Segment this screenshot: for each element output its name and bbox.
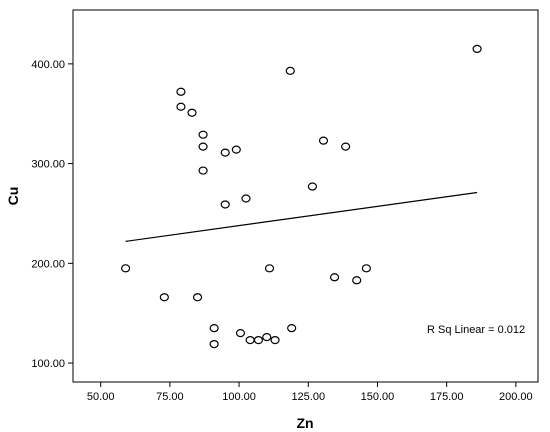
x-tick-label: 75.00 xyxy=(156,391,184,403)
data-point xyxy=(329,273,340,282)
y-tick-label: 100.00 xyxy=(31,358,65,370)
x-tick-label: 150.00 xyxy=(361,391,395,403)
data-point xyxy=(245,336,255,345)
data-point xyxy=(209,340,219,349)
data-point xyxy=(472,44,482,53)
data-point xyxy=(287,324,297,333)
data-point xyxy=(220,148,230,157)
y-axis: 100.00 200.00 300.00 400.00 xyxy=(31,59,73,370)
data-point xyxy=(198,142,208,151)
data-point xyxy=(285,66,295,75)
data-point xyxy=(241,194,251,203)
data-point xyxy=(176,87,186,96)
y-tick-label: 200.00 xyxy=(31,258,65,270)
x-axis: 50.00 75.00 100.00 125.00 150.00 175.00 200.00 xyxy=(87,382,533,403)
data-point xyxy=(341,142,351,151)
data-point xyxy=(159,293,169,302)
data-point xyxy=(198,166,208,175)
x-tick-label: 200.00 xyxy=(499,391,533,403)
y-axis-title: Cu xyxy=(5,187,21,206)
data-points xyxy=(120,44,482,349)
plot-area xyxy=(72,9,539,383)
data-point xyxy=(231,145,241,154)
y-tick-label: 400.00 xyxy=(31,59,65,71)
x-axis-title: Zn xyxy=(296,415,313,431)
annotation-rsq: R Sq Linear = 0.012 xyxy=(427,324,525,336)
fit-line xyxy=(125,191,478,242)
data-point xyxy=(192,293,203,302)
x-tick-label: 50.00 xyxy=(87,391,115,403)
data-point xyxy=(187,108,197,117)
data-point xyxy=(198,130,208,139)
data-point xyxy=(352,276,362,285)
x-tick-label: 175.00 xyxy=(430,391,464,403)
data-point xyxy=(264,264,275,273)
data-point xyxy=(120,264,131,273)
data-point xyxy=(361,264,371,273)
data-point xyxy=(318,136,329,145)
data-point xyxy=(176,102,186,111)
x-tick-label: 100.00 xyxy=(222,391,256,403)
data-point xyxy=(262,333,272,342)
data-point xyxy=(270,336,280,345)
data-point xyxy=(220,200,230,209)
data-point xyxy=(253,336,264,345)
data-point xyxy=(209,324,219,333)
data-point xyxy=(307,182,318,191)
x-tick-label: 125.00 xyxy=(291,391,325,403)
data-point xyxy=(235,329,246,338)
y-tick-label: 300.00 xyxy=(31,159,65,171)
